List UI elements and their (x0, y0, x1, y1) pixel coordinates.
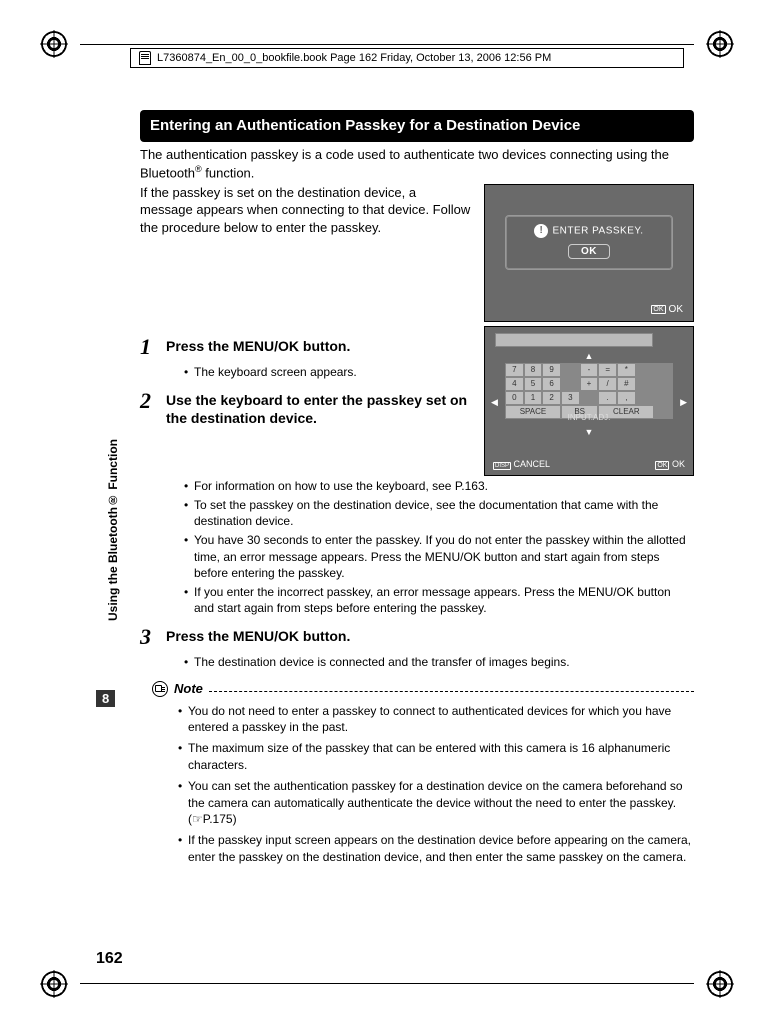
screenshot-keyboard: ▲ ◀ ▶ 7 8 9 - = * 4 5 6 + (484, 326, 694, 476)
book-icon (139, 51, 151, 65)
exclamation-icon: ! (534, 224, 548, 238)
note-item-4: If the passkey input screen appears on t… (178, 832, 694, 866)
step3-bullet-1: The destination device is connected and … (184, 654, 694, 670)
note-heading: Note (152, 681, 694, 697)
step-number-3: 3 (140, 624, 162, 650)
step-head-1: Press the MENU/OK button. (166, 334, 472, 355)
book-header: L7360874_En_00_0_bookfile.book Page 162 … (130, 48, 684, 68)
step2-bullet-4: If you enter the incorrect passkey, an e… (184, 584, 694, 616)
chapter-number: 8 (96, 690, 115, 707)
section-heading: Entering an Authentication Passkey for a… (140, 110, 694, 142)
arrow-left-icon: ◀ (491, 397, 498, 408)
keyboard-footer: DISP CANCEL OK OK (493, 459, 685, 469)
step-2: 2 Use the keyboard to enter the passkey … (140, 388, 472, 427)
step-number-1: 1 (140, 334, 162, 360)
note-label: Note (174, 681, 203, 696)
crop-mark-tl (40, 30, 68, 58)
header-rule-bottom (80, 983, 694, 984)
step-head-2: Use the keyboard to enter the passkey se… (166, 388, 472, 427)
step-number-2: 2 (140, 388, 162, 414)
note-item-3: You can set the authentication passkey f… (178, 778, 694, 828)
header-rule-top (80, 44, 694, 45)
keypad: 7 8 9 - = * 4 5 6 + / # (505, 363, 673, 419)
book-header-text: L7360874_En_00_0_bookfile.book Page 162 … (157, 52, 551, 64)
side-tab-label: Using the Bluetooth® Function (106, 400, 120, 660)
note-item-2: The maximum size of the passkey that can… (178, 740, 694, 774)
ok-box-icon: OK (651, 305, 665, 314)
step-head-3: Press the MENU/OK button. (166, 624, 694, 645)
page-number: 162 (96, 950, 123, 968)
intro-paragraph-2: If the passkey is set on the destination… (140, 184, 472, 237)
arrow-down-icon: ▼ (585, 427, 594, 437)
step2-bullet-1: For information on how to use the keyboa… (184, 478, 694, 494)
step-1: 1 Press the MENU/OK button. The keyboard… (140, 334, 472, 380)
intro-paragraph-1: The authentication passkey is a code use… (140, 146, 694, 182)
step2-bullet-3: You have 30 seconds to enter the passkey… (184, 532, 694, 581)
disp-icon: DISP (493, 462, 511, 470)
step2-bullet-2: To set the passkey on the destination de… (184, 497, 694, 529)
note-dashes (209, 691, 694, 692)
arrow-up-icon: ▲ (585, 351, 594, 361)
arrow-right-icon: ▶ (680, 397, 687, 408)
popup-text: ENTER PASSKEY. (552, 225, 643, 236)
popup-box: ! ENTER PASSKEY. OK (505, 215, 673, 270)
input-row: INPUT:ADJ. (505, 413, 673, 422)
step1-bullet-1: The keyboard screen appears. (184, 364, 472, 380)
crop-mark-bl (40, 970, 68, 998)
note-item-1: You do not need to enter a passkey to co… (178, 703, 694, 737)
crop-mark-tr (706, 30, 734, 58)
screenshot-enter-passkey: ! ENTER PASSKEY. OK OK OK (484, 184, 694, 322)
popup-ok-button: OK (568, 244, 610, 259)
step-3: 3 Press the MENU/OK button. The destinat… (140, 624, 694, 670)
input-bar (495, 333, 653, 347)
crop-mark-br (706, 970, 734, 998)
note-icon (152, 681, 168, 697)
footer-ok: OK OK (651, 304, 683, 315)
ok-box-icon-2: OK (655, 461, 669, 470)
